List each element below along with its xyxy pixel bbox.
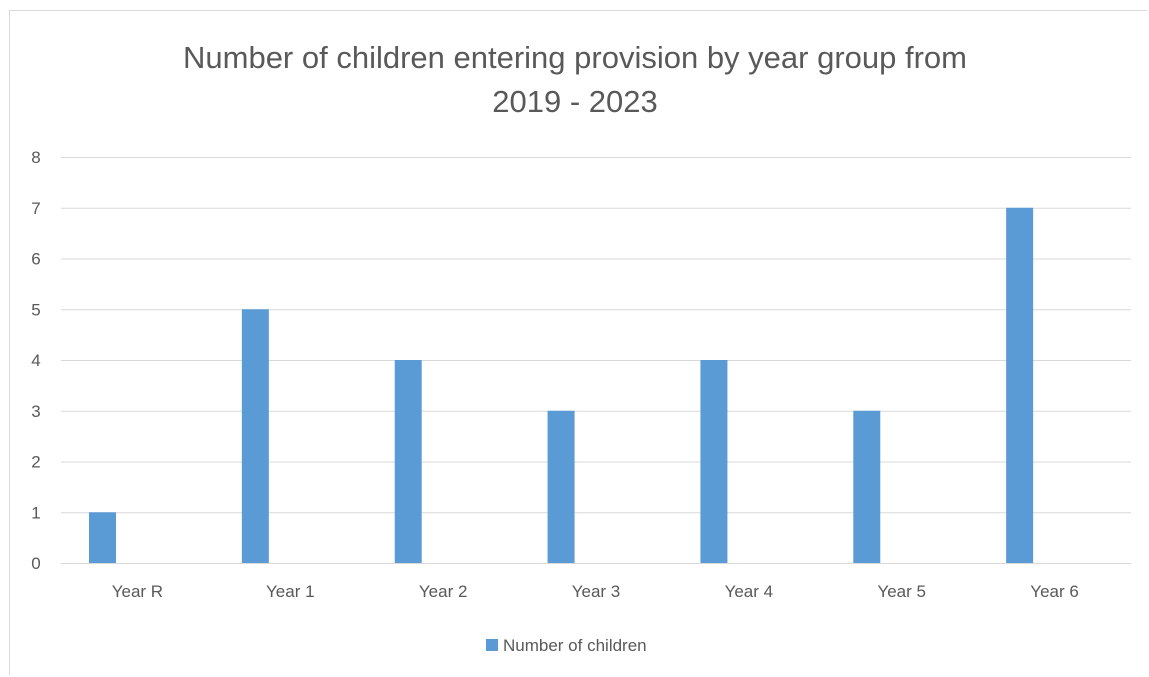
y-tick-label: 0 <box>31 554 40 573</box>
x-category-label: Year R <box>112 582 163 601</box>
chart-title-line-2: 2019 - 2023 <box>492 84 658 119</box>
x-category-label: Year 2 <box>419 582 468 601</box>
y-tick-label: 7 <box>31 199 40 218</box>
gridlines <box>61 157 1131 564</box>
x-category-label: Year 4 <box>725 582 774 601</box>
y-axis-tick-labels: 0 1 2 3 4 5 6 7 8 <box>31 148 40 573</box>
chart-title-line-1: Number of children entering provision by… <box>183 40 967 75</box>
legend: Number of children <box>486 636 647 655</box>
legend-label: Number of children <box>503 636 647 655</box>
chart-frame <box>9 10 1147 675</box>
bar-year-r <box>89 512 116 563</box>
x-axis-category-labels: Year R Year 1 Year 2 Year 3 Year 4 Year 5 Year… <box>112 582 1079 601</box>
legend-swatch <box>486 639 498 651</box>
bars <box>89 207 1034 563</box>
y-tick-label: 2 <box>31 453 40 472</box>
bar-year-4 <box>700 360 728 563</box>
y-tick-label: 1 <box>31 503 40 522</box>
y-tick-label: 6 <box>31 250 40 269</box>
x-category-label: Year 6 <box>1030 582 1079 601</box>
x-category-label: Year 5 <box>877 582 926 601</box>
x-category-label: Year 1 <box>266 582 315 601</box>
bar-year-6 <box>1006 207 1034 563</box>
x-category-label: Year 3 <box>572 582 621 601</box>
y-tick-label: 3 <box>31 402 40 421</box>
chart-title: Number of children entering provision by… <box>60 36 1090 124</box>
y-tick-label: 8 <box>31 148 40 167</box>
bar-year-2 <box>394 360 422 563</box>
y-tick-label: 5 <box>31 300 40 319</box>
bar-year-5 <box>853 410 881 563</box>
y-tick-label: 4 <box>31 351 40 370</box>
bar-year-3 <box>547 410 575 563</box>
bar-year-1 <box>241 309 269 563</box>
